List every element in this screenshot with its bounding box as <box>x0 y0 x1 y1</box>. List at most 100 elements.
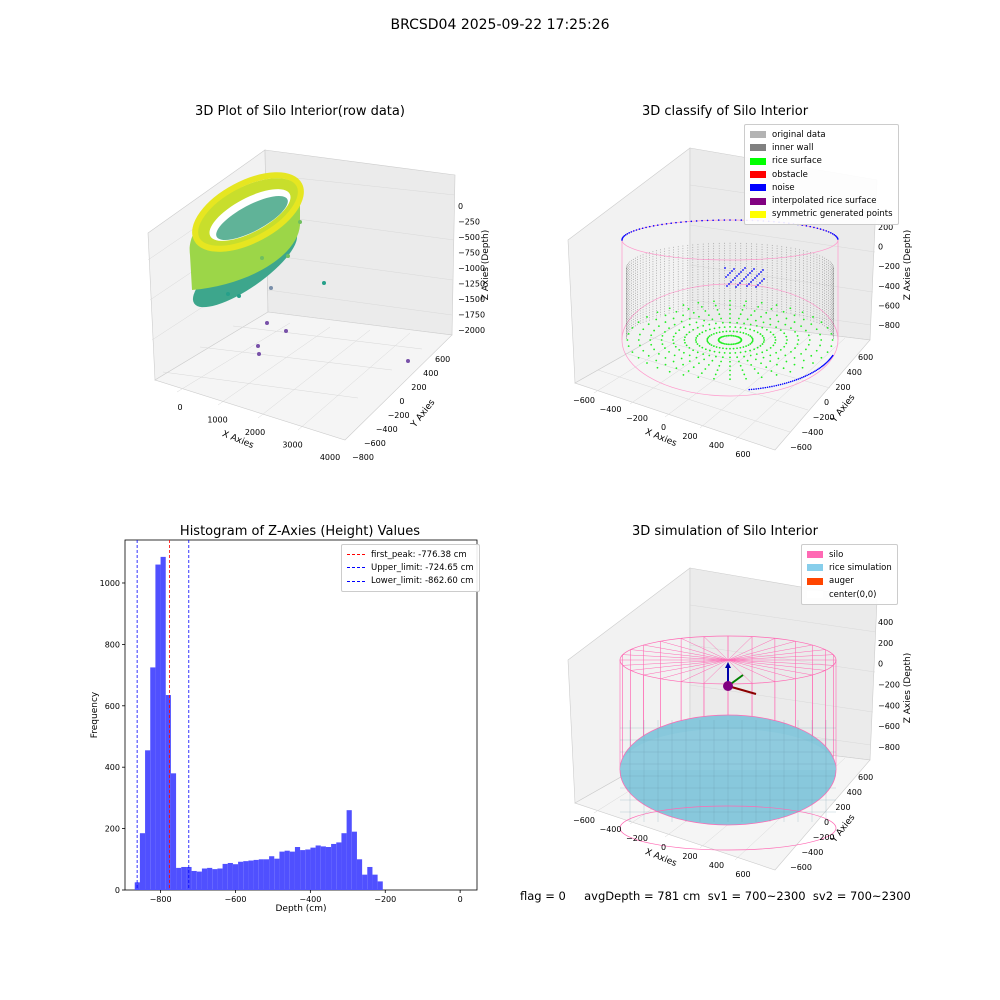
histogram-bar <box>165 695 171 890</box>
y-tick-label: 600 <box>435 355 450 364</box>
y-tick-label: 0 <box>824 398 829 407</box>
legend-entry: center(0,0) <box>807 588 892 601</box>
z-tick-label: −600 <box>878 722 900 731</box>
histogram-bar <box>176 867 182 890</box>
x-tick-label: 1000 <box>207 416 227 425</box>
classify-legend: original data inner wall rice surface obsta… <box>744 124 899 226</box>
status-footer: flag = 0 avgDepth = 781 cm sv1 = 700~230… <box>520 889 911 903</box>
histogram-bar <box>181 866 187 890</box>
x-tick-label: −200 <box>626 414 648 423</box>
z-tick-label: −250 <box>458 218 480 227</box>
x-tick-label: 0 <box>661 423 666 432</box>
y-tick-label: 400 <box>847 368 862 377</box>
x-tick-label: 400 <box>709 861 724 870</box>
z-tick-label: 0 <box>878 660 883 669</box>
histogram-bar <box>331 843 337 890</box>
histogram-bar <box>351 831 357 890</box>
z-tick-label: −1750 <box>458 311 485 320</box>
y-tick-label: 0 <box>824 818 829 827</box>
x-tick-label: −800 <box>150 895 172 904</box>
z-tick-label: −800 <box>878 321 900 330</box>
legend-entry: Lower_limit: -862.60 cm <box>347 575 474 588</box>
y-tick-label: −600 <box>790 863 812 872</box>
histogram-bar <box>196 871 202 890</box>
legend-entry: noise <box>750 181 893 194</box>
y-tick-label: 200 <box>835 803 850 812</box>
histogram-title: Histogram of Z-Axies (Height) Values <box>179 524 421 539</box>
y-tick-label: 200 <box>411 383 426 392</box>
y-tick-label: 200 <box>105 825 120 834</box>
histogram-bar <box>274 858 280 890</box>
histogram-bar <box>207 867 213 890</box>
histogram-bar <box>160 556 166 890</box>
x-tick-label: 2000 <box>245 428 265 437</box>
y-tick-label: 400 <box>847 788 862 797</box>
histogram-bar <box>145 750 151 890</box>
histogram-bar <box>315 845 321 890</box>
histogram-bar <box>186 866 192 890</box>
histogram-bar <box>258 859 264 890</box>
y-tick-label: 0 <box>399 397 404 406</box>
histogram-bar <box>279 851 285 890</box>
x-tick-label: 200 <box>682 432 697 441</box>
histogram-bar <box>294 847 301 890</box>
histogram-bar <box>310 847 316 890</box>
z-tick-label: −600 <box>878 301 900 310</box>
histogram-bar <box>212 869 218 890</box>
x-tick-label: −200 <box>626 834 648 843</box>
histogram-legend: first_peak: -776.38 cm Upper_limit: -724.… <box>341 544 480 592</box>
x-tick-label: 400 <box>709 441 724 450</box>
histogram-bar <box>232 864 239 890</box>
z-tick-label: 200 <box>878 639 893 648</box>
legend-entry: symmetric generated points <box>750 208 893 221</box>
histogram-y-label: Frequency <box>90 691 100 738</box>
y-tick-label: 400 <box>423 369 438 378</box>
y-tick-label: −400 <box>801 428 823 437</box>
y-tick-label: 600 <box>858 773 873 782</box>
legend-entry: obstacle <box>750 168 893 181</box>
simulation-silo-wireframe <box>619 635 837 851</box>
histogram-bar <box>367 866 373 890</box>
z-tick-label: −2000 <box>458 326 485 335</box>
y-tick-label: −600 <box>364 439 386 448</box>
z-tick-label: −750 <box>458 249 480 258</box>
histogram-bar <box>356 859 363 890</box>
simulation-panel-title: 3D simulation of Silo Interior <box>632 524 818 539</box>
y-tick-label: 1000 <box>100 579 120 588</box>
legend-entry: first_peak: -776.38 cm <box>347 548 474 561</box>
legend-entry: rice simulation <box>807 561 892 574</box>
y-tick-label: 0 <box>115 886 120 895</box>
y-tick-label: −200 <box>388 411 410 420</box>
histogram-bar <box>284 850 290 890</box>
histogram-bar <box>263 859 270 890</box>
histogram-x-label: Depth (cm) <box>275 904 326 914</box>
histogram-bar <box>320 846 326 890</box>
histogram-axes-frame <box>124 539 478 891</box>
x-tick-label: 4000 <box>320 453 340 462</box>
histogram-bar <box>325 847 332 890</box>
raw-scatter-cylinder <box>189 172 410 363</box>
z-tick-label: 200 <box>878 223 893 232</box>
x-tick-label: 3000 <box>282 441 302 450</box>
z-tick-label: −400 <box>878 701 900 710</box>
x-tick-label: 0 <box>177 403 182 412</box>
figure-title: BRCSD04 2025-09-22 17:25:26 <box>390 17 610 33</box>
z-tick-label: −200 <box>878 681 900 690</box>
z-axis-label: Z Axies (Depth) <box>903 653 913 724</box>
histogram-bar <box>362 874 368 890</box>
y-tick-label: 600 <box>105 702 120 711</box>
histogram-bar <box>253 859 259 890</box>
y-axis-label: Y Axies <box>409 398 438 431</box>
histogram-bar <box>139 833 146 890</box>
y-tick-label: 400 <box>105 763 120 772</box>
y-tick-label: −800 <box>352 453 374 462</box>
y-tick-label: −200 <box>813 833 835 842</box>
legend-entry: original data <box>750 128 893 141</box>
legend-entry: Upper_limit: -724.65 cm <box>347 561 474 574</box>
histogram-bar <box>201 868 208 890</box>
x-tick-label: −400 <box>299 895 321 904</box>
histogram-bar <box>238 861 244 890</box>
z-axis-label: Z Axies (Depth) <box>903 230 913 301</box>
legend-entry: rice surface <box>750 155 893 168</box>
